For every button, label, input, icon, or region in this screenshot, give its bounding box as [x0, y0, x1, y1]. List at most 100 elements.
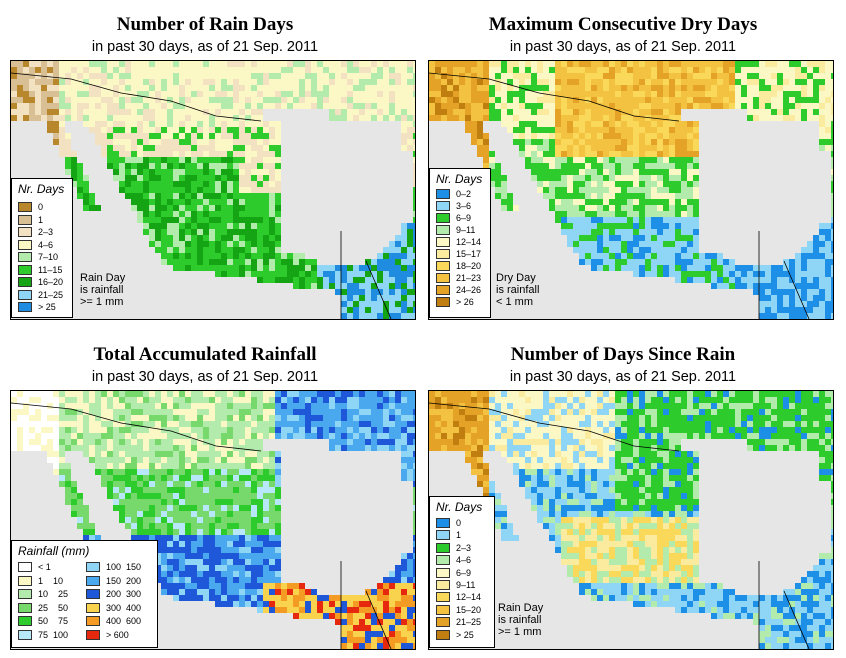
panel-subtitle: in past 30 days, as of 21 Sep. 2011: [509, 39, 737, 55]
legend-label: 2–3: [38, 227, 54, 237]
legend-row: 25 50: [18, 602, 68, 613]
legend-label: 3–6: [456, 201, 472, 211]
map-canvas: [11, 61, 415, 319]
legend-row: 100 150: [86, 562, 141, 572]
legend-label: 12–14: [456, 237, 482, 247]
legend-label: 300 400: [106, 602, 142, 613]
legend-swatch: [18, 239, 32, 250]
map-canvas: [429, 391, 833, 649]
legend-label: > 26: [456, 297, 474, 307]
panel-title: Number of Days Since Rain: [510, 344, 736, 365]
legend-row: > 600: [86, 629, 129, 640]
country-border: [11, 72, 392, 319]
legend-swatch: [86, 575, 100, 586]
legend-row: 1 10: [18, 575, 64, 586]
legend-label: 21–23: [456, 273, 482, 283]
legend-swatch: [436, 518, 450, 528]
legend-row: 300 400: [86, 602, 142, 613]
legend-swatch: [436, 542, 450, 553]
legend-label: 4–6: [456, 555, 472, 566]
legend-note: Dry Day is rainfall < 1 mm: [496, 272, 540, 308]
legend-row: 15–17: [436, 249, 481, 259]
legend-rain-days: Nr. Days 0 1 2–3 4–6 7–10 11–15 16–20 21–25 > 25: [11, 178, 73, 318]
legend-label: 75 100: [38, 629, 69, 640]
legend-label: 150 200: [106, 575, 142, 586]
panel-subtitle: in past 30 days, as of 21 Sep. 2011: [91, 369, 319, 385]
legend-row: 10 25: [18, 589, 68, 599]
country-border: [11, 402, 392, 649]
legend-swatch: [86, 562, 100, 572]
legend-label: 100 150: [106, 562, 142, 572]
legend-row: 24–26: [436, 285, 481, 295]
legend-label: 1: [456, 530, 462, 541]
panel-days-since-rain: Number of Days Since Rain in past 30 day…: [418, 330, 834, 650]
legend-title: Rainfall (mm): [18, 544, 90, 558]
map-dry-days: [428, 60, 834, 320]
legend-row: 15–20: [436, 604, 482, 615]
legend-swatch: [436, 604, 450, 615]
legend-label: 1 10: [38, 575, 64, 586]
legend-label: 9–11: [456, 225, 476, 235]
legend-label: 200 300: [106, 589, 142, 599]
legend-swatch: [436, 201, 450, 211]
legend-swatch: [18, 616, 32, 626]
legend-swatch: [436, 237, 450, 247]
legend-row: > 25: [436, 629, 474, 640]
legend-swatch: [436, 249, 450, 259]
legend-swatch: [18, 214, 32, 225]
map-days-since-rain: [428, 390, 834, 650]
panel-title: Number of Rain Days: [116, 14, 294, 35]
legend-row: > 26: [436, 297, 474, 307]
legend-label: 15–17: [456, 249, 482, 259]
legend-label: 2–3: [456, 542, 472, 553]
legend-row: 2–3: [18, 227, 53, 237]
legend-swatch: [436, 273, 450, 283]
legend-row: < 1: [18, 562, 51, 572]
legend-swatch: [18, 289, 32, 300]
map-total-rainfall: [10, 390, 416, 650]
panel-title: Maximum Consecutive Dry Days: [488, 14, 758, 35]
legend-title: Nr. Days: [436, 172, 483, 186]
legend-row: 4–6: [436, 555, 472, 566]
legend-swatch: [86, 589, 100, 599]
legend-label: 1: [38, 214, 44, 225]
legend-row: 16–20: [18, 277, 63, 287]
legend-swatch: [86, 616, 100, 626]
legend-row: 400 600: [86, 616, 141, 626]
legend-row: 75 100: [18, 629, 69, 640]
legend-total-rainfall: Rainfall (mm) < 1 1 10 10 25 25 50 50 75 75 1…: [11, 540, 158, 648]
legend-row: 150 200: [86, 575, 142, 586]
map-canvas: [429, 61, 833, 319]
legend-swatch: [436, 530, 450, 541]
legend-row: 3–6: [436, 201, 471, 211]
legend-label: 0–2: [456, 189, 472, 199]
legend-swatch: [18, 202, 32, 212]
legend-title: Nr. Days: [18, 182, 65, 196]
panel-subtitle: in past 30 days, as of 21 Sep. 2011: [509, 369, 737, 385]
country-border: [429, 402, 810, 649]
legend-swatch: [436, 297, 450, 307]
panel-title: Total Accumulated Rainfall: [93, 344, 317, 365]
legend-row: 2–3: [436, 542, 472, 553]
legend-label: 16–20: [38, 277, 64, 287]
legend-label: 9–11: [456, 580, 476, 590]
legend-swatch: [436, 213, 450, 223]
legend-title: Nr. Days: [436, 500, 483, 514]
legend-row: 11–15: [18, 264, 62, 275]
legend-days-since-rain: Nr. Days 0 1 2–3 4–6 6–9 9–11 12–14 15–20 21–25 >…: [429, 496, 495, 648]
legend-row: > 25: [18, 302, 56, 312]
map-rain-days: [10, 60, 416, 320]
legend-row: 12–14: [436, 592, 481, 603]
legend-label: 4–6: [38, 239, 54, 250]
legend-note: Rain Day is rainfall >= 1 mm: [498, 602, 544, 638]
legend-label: 15–20: [456, 604, 482, 615]
legend-swatch: [86, 602, 100, 613]
legend-row: 9–11: [436, 580, 475, 590]
legend-row: 50 75: [18, 616, 68, 626]
legend-label: 24–26: [456, 285, 482, 295]
legend-label: 10 25: [38, 589, 69, 599]
legend-swatch: [18, 602, 32, 613]
legend-swatch: [18, 575, 32, 586]
legend-row: 0: [18, 202, 43, 212]
legend-row: 21–25: [436, 617, 481, 628]
